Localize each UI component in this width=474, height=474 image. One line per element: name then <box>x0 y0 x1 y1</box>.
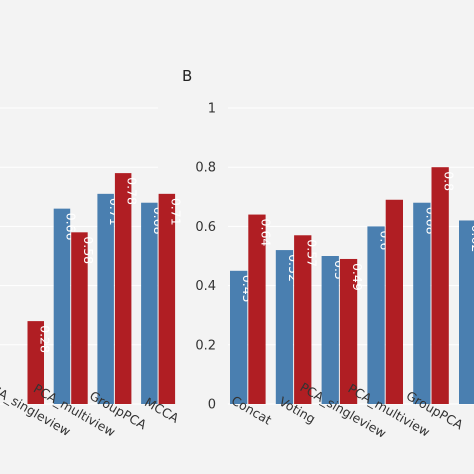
bar <box>367 226 385 404</box>
bar <box>71 232 88 404</box>
data-label: 0.28 <box>37 325 52 353</box>
bar <box>248 214 266 404</box>
chart-panel-a: 0.28CA_singleview0.660.58PCA_multiview0.… <box>0 107 183 440</box>
bar <box>141 202 158 404</box>
bar <box>114 173 132 404</box>
y-tick-label: 0.4 <box>195 279 216 294</box>
bar <box>27 321 44 404</box>
y-tick-label: 0 <box>208 398 216 413</box>
data-label: 0.8 <box>442 171 457 191</box>
bar <box>97 193 114 404</box>
data-label: 0.71 <box>168 198 183 226</box>
bar <box>275 250 294 404</box>
bar <box>53 208 71 404</box>
bar <box>294 235 312 404</box>
data-label: 0.62 <box>469 224 474 252</box>
bar <box>385 199 403 404</box>
bar <box>158 193 176 404</box>
y-tick-label: 0.2 <box>195 338 216 353</box>
panel-label: B <box>182 67 192 85</box>
bar <box>230 270 248 404</box>
data-label: 0.58 <box>81 236 96 264</box>
data-label: 0.57 <box>304 239 319 267</box>
bar <box>459 220 474 404</box>
bar <box>321 256 339 404</box>
bar <box>431 167 449 404</box>
y-tick-label: 0.6 <box>195 220 216 235</box>
data-label: 0.78 <box>125 177 140 205</box>
y-tick-label: 1 <box>208 102 216 117</box>
y-tick-label: 0.8 <box>195 161 216 176</box>
data-label: 0.49 <box>350 263 365 291</box>
data-label: 0.64 <box>258 219 273 247</box>
chart-panel-b: 00.20.40.60.81B0.450.64Concat0.520.57Vot… <box>182 67 474 441</box>
bar <box>413 202 431 404</box>
bar <box>339 258 358 404</box>
